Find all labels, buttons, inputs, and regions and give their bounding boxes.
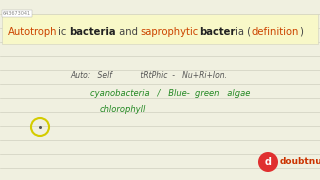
Text: Autotroph: Autotroph — [8, 27, 58, 37]
Text: saprophytic: saprophytic — [141, 27, 199, 37]
Text: definition: definition — [252, 27, 299, 37]
Text: ): ) — [299, 27, 303, 37]
Text: ia (: ia ( — [236, 27, 252, 37]
Text: ic: ic — [58, 27, 69, 37]
Text: d: d — [265, 157, 271, 167]
Text: cyanobacteria   /   Blue-  green   algae: cyanobacteria / Blue- green algae — [90, 89, 250, 98]
Text: and: and — [116, 27, 141, 37]
Circle shape — [258, 152, 278, 172]
Text: 643673041: 643673041 — [3, 11, 31, 16]
FancyBboxPatch shape — [2, 14, 318, 44]
Text: bacter: bacter — [199, 27, 236, 37]
Text: Auto:   Self            tRtPhic  -   Nu+Ri+Ion.: Auto: Self tRtPhic - Nu+Ri+Ion. — [70, 71, 227, 80]
Text: chlorophyll: chlorophyll — [100, 105, 146, 114]
Text: doubtnut: doubtnut — [280, 158, 320, 166]
Text: bacteria: bacteria — [69, 27, 116, 37]
